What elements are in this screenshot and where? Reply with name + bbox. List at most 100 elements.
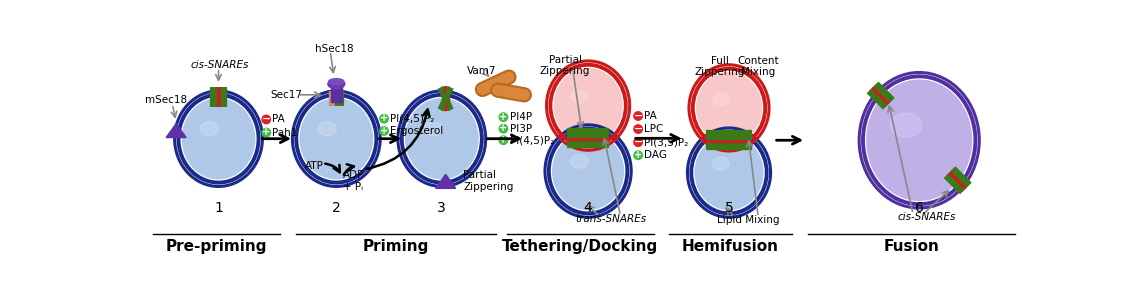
Text: PI(4,5)P₂: PI(4,5)P₂ xyxy=(510,135,554,145)
Ellipse shape xyxy=(314,114,359,164)
Text: −: − xyxy=(634,111,643,120)
Ellipse shape xyxy=(695,136,763,210)
Text: −: − xyxy=(634,124,643,134)
Ellipse shape xyxy=(716,159,742,186)
Ellipse shape xyxy=(584,101,593,110)
Text: +: + xyxy=(634,150,642,160)
Ellipse shape xyxy=(554,69,622,143)
Ellipse shape xyxy=(410,104,473,174)
Circle shape xyxy=(634,151,642,160)
Ellipse shape xyxy=(712,154,746,191)
Ellipse shape xyxy=(571,90,588,103)
Ellipse shape xyxy=(323,124,350,154)
Ellipse shape xyxy=(584,166,593,176)
Text: cis-SNAREs: cis-SNAREs xyxy=(190,60,250,70)
Ellipse shape xyxy=(429,124,455,154)
Circle shape xyxy=(634,112,642,120)
Ellipse shape xyxy=(196,114,242,164)
Ellipse shape xyxy=(725,104,733,112)
Text: Sec17: Sec17 xyxy=(270,90,302,100)
Text: mSec18: mSec18 xyxy=(145,95,187,105)
Ellipse shape xyxy=(214,134,223,144)
Text: Lipid Mixing: Lipid Mixing xyxy=(717,215,780,225)
Text: 4: 4 xyxy=(584,201,593,215)
Ellipse shape xyxy=(712,157,728,170)
Ellipse shape xyxy=(720,99,738,117)
Ellipse shape xyxy=(201,122,219,136)
Ellipse shape xyxy=(712,93,728,105)
Text: ADP
+ Pᵢ: ADP + Pᵢ xyxy=(342,170,364,192)
Text: PI4P: PI4P xyxy=(510,112,531,122)
Ellipse shape xyxy=(328,79,344,85)
Ellipse shape xyxy=(332,134,341,144)
Text: PA: PA xyxy=(644,111,657,121)
Ellipse shape xyxy=(703,145,755,200)
Text: +: + xyxy=(499,123,507,133)
Text: Partial
Zippering: Partial Zippering xyxy=(463,170,514,192)
Ellipse shape xyxy=(210,129,228,149)
Text: PI(4,5)P₂: PI(4,5)P₂ xyxy=(390,114,434,124)
Text: DAG: DAG xyxy=(644,150,667,160)
Ellipse shape xyxy=(205,124,233,154)
Text: Pah1: Pah1 xyxy=(272,128,298,138)
Text: 2: 2 xyxy=(332,201,341,215)
Text: +: + xyxy=(262,127,270,137)
Text: Full
Zippering: Full Zippering xyxy=(694,56,744,77)
Ellipse shape xyxy=(567,83,609,129)
Text: ATP: ATP xyxy=(306,161,324,171)
Ellipse shape xyxy=(553,133,624,210)
Circle shape xyxy=(380,127,389,135)
Ellipse shape xyxy=(725,168,733,177)
Text: PI(3,5)P₂: PI(3,5)P₂ xyxy=(644,137,689,147)
Ellipse shape xyxy=(906,125,933,155)
Circle shape xyxy=(634,138,642,147)
Ellipse shape xyxy=(420,114,464,164)
Ellipse shape xyxy=(880,95,959,185)
Ellipse shape xyxy=(709,86,749,130)
Ellipse shape xyxy=(562,142,614,200)
Bar xyxy=(333,96,340,101)
Ellipse shape xyxy=(406,99,478,179)
Text: −: − xyxy=(261,114,271,124)
Text: +: + xyxy=(499,135,507,145)
Ellipse shape xyxy=(182,99,254,179)
Ellipse shape xyxy=(701,77,757,139)
Ellipse shape xyxy=(571,87,605,124)
Ellipse shape xyxy=(576,92,601,120)
Text: Vam7: Vam7 xyxy=(467,66,497,76)
Ellipse shape xyxy=(866,80,971,200)
Ellipse shape xyxy=(708,149,750,196)
Ellipse shape xyxy=(201,119,237,159)
Ellipse shape xyxy=(570,152,605,190)
Text: Tethering/Docking: Tethering/Docking xyxy=(503,239,659,254)
Ellipse shape xyxy=(318,119,355,159)
Ellipse shape xyxy=(899,118,939,163)
Ellipse shape xyxy=(433,129,450,149)
Circle shape xyxy=(380,115,389,123)
Text: +: + xyxy=(380,113,388,123)
Text: Ergosterol: Ergosterol xyxy=(390,126,443,136)
Bar xyxy=(442,96,449,101)
Ellipse shape xyxy=(697,73,762,143)
Text: cis-SNAREs: cis-SNAREs xyxy=(897,212,956,222)
Ellipse shape xyxy=(893,110,945,170)
Ellipse shape xyxy=(300,99,373,179)
Text: +: + xyxy=(499,112,507,122)
Ellipse shape xyxy=(570,155,588,168)
Ellipse shape xyxy=(559,73,618,138)
Circle shape xyxy=(499,124,507,133)
Text: hSec18: hSec18 xyxy=(316,44,355,54)
Ellipse shape xyxy=(415,109,469,169)
Ellipse shape xyxy=(309,109,364,169)
Ellipse shape xyxy=(328,79,344,89)
Circle shape xyxy=(634,125,642,133)
Text: 6: 6 xyxy=(914,201,923,215)
Ellipse shape xyxy=(712,90,746,126)
Bar xyxy=(724,136,734,145)
Text: Pre-priming: Pre-priming xyxy=(165,239,267,254)
Text: PI3P: PI3P xyxy=(510,124,531,134)
Text: PA: PA xyxy=(272,115,285,124)
Text: Content
Mixing: Content Mixing xyxy=(738,56,779,77)
Ellipse shape xyxy=(304,104,368,174)
Circle shape xyxy=(499,136,507,144)
